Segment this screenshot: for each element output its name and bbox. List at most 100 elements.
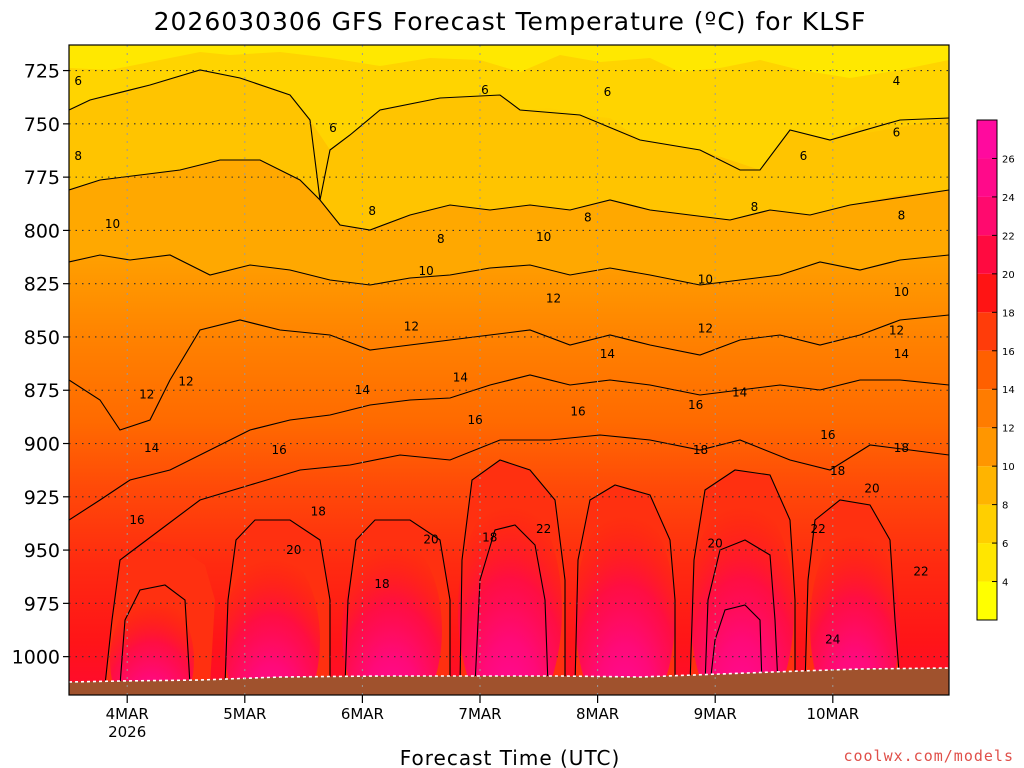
colorbar-band	[977, 504, 997, 544]
y-tick-label: 1000	[12, 647, 60, 669]
contour-label: 10	[698, 272, 713, 286]
colorbar-band	[977, 120, 997, 159]
colorbar-tick-label: 12	[1002, 424, 1015, 435]
colorbar-frame	[976, 119, 998, 621]
contour-label: 22	[913, 564, 928, 578]
contour-label: 20	[708, 537, 723, 551]
plot-area: 6 6 6 6 6 6 4 8 8 8 8 8 8 10 10 10 10 10 12 12 12 12 12 12 14 14 1…	[69, 45, 949, 695]
colorbar-tick-label: 10	[1002, 462, 1015, 473]
y-tick-label: 750	[24, 114, 60, 136]
contour-label: 18	[830, 464, 845, 478]
contour-label: 14	[600, 347, 615, 361]
contour-label: 18	[374, 577, 389, 591]
colorbar-band	[977, 466, 997, 505]
contour-8	[69, 159, 949, 231]
colorbar-band	[977, 158, 997, 197]
contour-label: 12	[404, 319, 419, 333]
y-tick-label: 850	[24, 327, 60, 349]
contour-22-b	[704, 539, 779, 686]
x-tick-label: 10MAR	[806, 705, 859, 723]
contour-label: 14	[732, 385, 747, 399]
y-tick-label: 925	[24, 487, 60, 509]
colorbar-band	[977, 235, 997, 274]
contour-label: 6	[800, 149, 808, 163]
y-tick-label: 725	[24, 61, 60, 83]
colorbar-band	[977, 427, 997, 467]
hot-core-2	[342, 535, 442, 695]
colorbar-tick-label: 14	[1002, 385, 1015, 396]
contour-20-a	[119, 584, 191, 686]
x-tick-sublabel: 2026	[108, 723, 146, 741]
contour-24-a	[709, 604, 763, 686]
region-top-yellow	[69, 45, 949, 78]
contour-label: 16	[129, 513, 144, 527]
contour-label: 16	[820, 428, 835, 442]
colorbar-tick-label: 18	[1002, 308, 1015, 319]
contour-label: 18	[482, 530, 497, 544]
hot-core-4	[575, 505, 675, 695]
contour-label: 6	[329, 121, 337, 135]
colorbar-tick-label: 20	[1002, 270, 1015, 281]
x-tick-label: 7MAR	[458, 705, 501, 723]
colorbar-tick-label: 8	[1002, 501, 1008, 512]
contour-label: 20	[864, 481, 879, 495]
colorbar-band	[977, 196, 997, 236]
contour-label: 20	[286, 543, 301, 557]
chart-title: 2026030306 GFS Forecast Temperature (ºC)…	[154, 7, 867, 36]
contour-label: 10	[536, 230, 551, 244]
contour-label: 12	[889, 324, 904, 338]
y-tick-label: 775	[24, 167, 60, 189]
y-tick-label: 975	[24, 593, 60, 615]
terrain	[69, 668, 949, 695]
contour-label: 8	[368, 204, 376, 218]
hot-core-5	[690, 495, 794, 695]
contour-label: 6	[74, 74, 82, 88]
contour-label: 20	[423, 532, 438, 546]
x-tick-label: 9MAR	[694, 705, 737, 723]
x-axis-label: Forecast Time (UTC)	[400, 746, 621, 768]
contour-18-e	[689, 469, 796, 686]
contour-lines	[69, 69, 949, 686]
contour-label: 12	[698, 321, 713, 335]
contour-18-f	[804, 499, 901, 686]
contour-label: 6	[604, 85, 612, 99]
x-tick-label: 4MAR	[106, 705, 149, 723]
contour-label: 18	[894, 441, 909, 455]
contour-label: 16	[271, 443, 286, 457]
contour-label: 16	[570, 405, 585, 419]
contour-16	[104, 434, 949, 686]
contour-10	[69, 254, 949, 286]
contour-label: 10	[894, 285, 909, 299]
contour-label: 12	[139, 388, 154, 402]
colorbar-tick-label: 26	[1002, 154, 1015, 165]
colorbar-tick-label: 6	[1002, 539, 1008, 550]
contour-label: 14	[453, 370, 468, 384]
contour-label: 16	[688, 398, 703, 412]
colorbar-tick-label: 22	[1002, 231, 1015, 242]
credit-text: coolwx.com/models	[843, 747, 1014, 765]
colorbar-tick-label: 24	[1002, 193, 1015, 204]
hot-core-6	[810, 525, 900, 695]
contour-label: 8	[898, 208, 906, 222]
colorbar-band	[977, 581, 997, 620]
contour-label: 14	[355, 383, 370, 397]
y-tick-label: 825	[24, 274, 60, 296]
hot-core-0	[110, 595, 194, 695]
x-tick-label: 5MAR	[223, 705, 266, 723]
contour-label: 18	[693, 443, 708, 457]
colorbar: 4 6 8 10 12 14 16 18 20 22 24 26	[976, 119, 1015, 621]
contour-label: 4	[893, 74, 901, 88]
y-tick-label: 900	[24, 434, 60, 456]
contour-label: 10	[105, 217, 120, 231]
colorbar-band	[977, 350, 997, 390]
contour-18-a	[224, 519, 331, 686]
terrain-edge	[69, 667, 949, 683]
colorbar-band	[977, 312, 997, 351]
contour-label: 12	[178, 375, 193, 389]
colorbar-tick-label: 16	[1002, 347, 1015, 358]
colorbar-band	[977, 543, 997, 582]
contour-label: 8	[74, 149, 82, 163]
contour-18-d	[574, 484, 676, 686]
y-tick-label: 875	[24, 380, 60, 402]
